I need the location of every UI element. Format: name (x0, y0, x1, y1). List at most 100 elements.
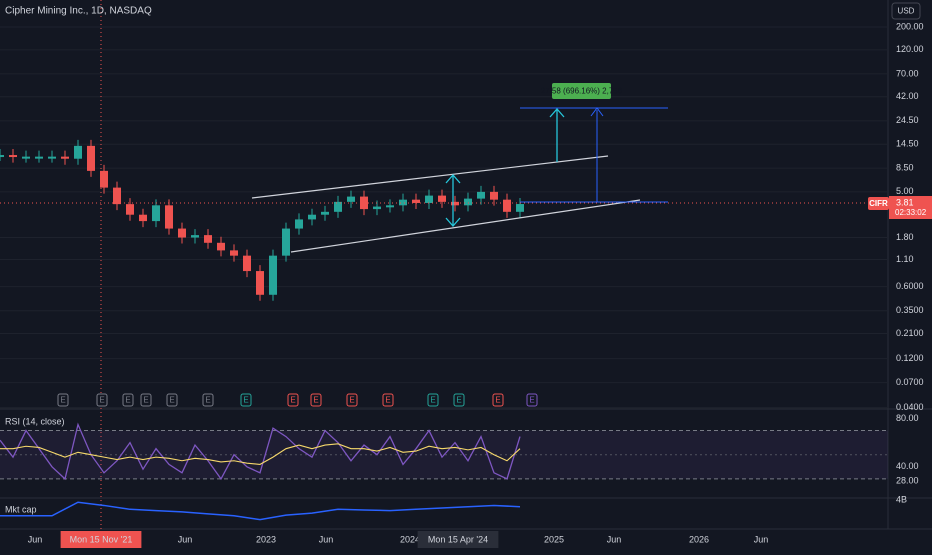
earnings-badge[interactable] (427, 393, 439, 407)
candle (269, 255, 277, 295)
earnings-badge[interactable] (287, 393, 299, 407)
candle (386, 205, 394, 208)
candle (321, 211, 329, 215)
earnings-badge[interactable] (526, 393, 538, 407)
earnings-label: E (529, 396, 534, 405)
candle (22, 156, 30, 159)
time-label: 2026 (689, 534, 709, 544)
earnings-badge[interactable] (166, 393, 178, 407)
candle (334, 201, 342, 212)
symbol-title: Cipher Mining Inc., 1D, NASDAQ (5, 6, 152, 17)
price-tick-label: 0.2100 (896, 328, 924, 338)
earnings-badge[interactable] (140, 393, 152, 407)
candle (438, 195, 446, 202)
earnings-label: E (243, 396, 248, 405)
candle (165, 205, 173, 229)
candle (204, 235, 212, 243)
earnings-label: E (385, 396, 390, 405)
currency-box[interactable] (891, 2, 921, 20)
candle (477, 191, 485, 199)
last-price: 3.81 (896, 197, 914, 207)
candle (61, 156, 69, 159)
rsi-line (0, 422, 521, 481)
earnings-label: E (205, 396, 210, 405)
mktcap-line (0, 501, 521, 521)
candle (217, 242, 225, 251)
arrow-head (445, 217, 461, 227)
ticker-tag (868, 197, 889, 210)
candle (139, 214, 147, 222)
candle (126, 204, 134, 215)
candle (0, 155, 4, 158)
earnings-badge[interactable] (96, 393, 108, 407)
candle (295, 219, 303, 229)
candle (347, 196, 355, 202)
price-tick-label: 1.80 (896, 232, 914, 242)
candle (191, 235, 199, 238)
candle (308, 214, 316, 220)
price-tick-label: 70.00 (896, 68, 919, 78)
price-tick-label: 8.50 (896, 163, 914, 173)
mktcap-title: Mkt cap (5, 504, 37, 514)
rsi-title: RSI (14, close) (5, 416, 65, 426)
candle (412, 199, 420, 203)
candle (100, 170, 108, 188)
candle (87, 145, 95, 171)
candle (113, 187, 121, 205)
time-label: 2025 (544, 534, 564, 544)
candle (464, 198, 472, 206)
time-label: Jun (319, 534, 334, 544)
earnings-badge[interactable] (310, 393, 322, 407)
candle (503, 199, 511, 212)
candle (516, 204, 524, 212)
candle (373, 206, 381, 210)
candle (152, 205, 160, 222)
earnings-badge[interactable] (202, 393, 214, 407)
time-label: Jun (178, 534, 193, 544)
earnings-badge[interactable] (492, 393, 504, 407)
time-label: Jun (754, 534, 769, 544)
candle (425, 195, 433, 203)
countdown: 02:33:02 (895, 208, 927, 217)
rsi-ma-line (0, 443, 521, 465)
candle (490, 191, 498, 200)
candle (74, 145, 82, 159)
price-tick-label: 5.00 (896, 186, 914, 196)
mktcap-tick-label: 4B (896, 495, 907, 505)
earnings-label: E (99, 396, 104, 405)
channel-lower (290, 199, 641, 253)
candle (243, 255, 251, 272)
candle (178, 228, 186, 238)
earnings-badge[interactable] (382, 393, 394, 407)
earnings-label: E (349, 396, 354, 405)
rsi-tick-label: 40.00 (896, 461, 919, 471)
candle (35, 156, 43, 159)
earnings-label: E (125, 396, 130, 405)
time-highlight (417, 531, 499, 548)
candle (9, 155, 17, 158)
price-tick-label: 0.1200 (896, 353, 924, 363)
arrow-head (549, 108, 565, 118)
earnings-label: E (495, 396, 500, 405)
time-label: Jun (607, 534, 622, 544)
time-label: 2023 (256, 534, 276, 544)
time-label: Jun (28, 534, 43, 544)
candle (48, 156, 56, 159)
earnings-label: E (169, 396, 174, 405)
earnings-badge[interactable] (57, 393, 69, 407)
earnings-badge[interactable] (453, 393, 465, 407)
earnings-badge[interactable] (122, 393, 134, 407)
earnings-label: E (290, 396, 295, 405)
earnings-badge[interactable] (240, 393, 252, 407)
candle (256, 271, 264, 295)
price-tick-label: 200.00 (896, 21, 924, 31)
arrow-head (445, 174, 461, 184)
currency[interactable]: USD (898, 7, 915, 16)
price-tick-label: 14.50 (896, 139, 919, 149)
measure-box (552, 83, 611, 99)
earnings-badge[interactable] (346, 393, 358, 407)
price-tick-label: 120.00 (896, 44, 924, 54)
earnings-label: E (456, 396, 461, 405)
price-tick-label: 0.0400 (896, 402, 924, 412)
channel-upper (251, 155, 609, 199)
